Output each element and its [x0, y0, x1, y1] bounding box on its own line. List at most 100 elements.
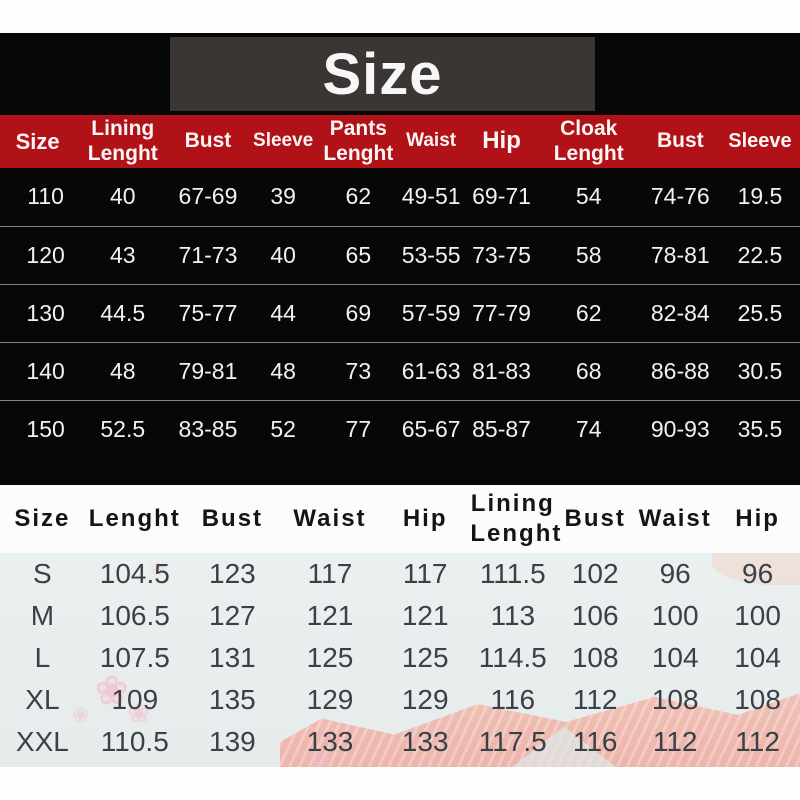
table-cell: 52: [245, 399, 321, 458]
table-cell: 133: [306, 726, 354, 757]
table-cell: 96: [742, 558, 774, 589]
table-cell: 104: [651, 642, 699, 673]
table-cell: 78-81: [640, 225, 720, 284]
column-header-lining-lenght: Lining Lenght: [87, 116, 158, 165]
column-header-pants-lenght: Pants Lenght: [323, 116, 394, 165]
table-cell: 43: [75, 225, 171, 284]
table-cell: 127: [209, 600, 256, 631]
table-row: XXL 110.5 139 133 133 117.5 116 112 112: [0, 721, 800, 763]
table-cell: 73: [320, 341, 396, 400]
table-cell: 100: [651, 600, 699, 631]
table-row: XL 109 135 129 129 116 112 108 108: [0, 679, 800, 721]
column-header-sleeve-2: Sleeve: [728, 129, 792, 152]
table-cell: XL: [25, 684, 60, 715]
table-cell: 40: [109, 183, 136, 210]
column-header-size: Size: [15, 128, 60, 154]
column-header-hip-2: Hip: [735, 505, 780, 532]
table-cell: 19.5: [737, 183, 783, 210]
table-cell: 44: [245, 283, 321, 342]
table-cell: 44.5: [75, 283, 171, 342]
table-cell: 112: [652, 726, 698, 757]
table-row: 140 48 79-81 48 73 61-63 81-83 68 86-88 30.5: [0, 341, 800, 400]
table-cell: 62: [345, 183, 372, 210]
table-cell: 106: [571, 600, 619, 631]
background-decoration: ❀ ❀ ❀ ❀ ❀: [0, 553, 800, 767]
column-header-sleeve: Sleeve: [253, 130, 314, 152]
column-header-hip: Hip: [402, 505, 448, 532]
column-header-size: Size: [14, 505, 71, 532]
table-cell: 108: [734, 684, 781, 715]
table-cell: 48: [75, 341, 171, 400]
adult-size-table: Size Lenght Bust Waist Hip Lining Lenght…: [0, 485, 800, 763]
table-cell: 150: [0, 399, 76, 458]
table-cell: 40: [245, 225, 321, 284]
table-cell: 112: [572, 684, 618, 715]
column-header-cloak-lenght: Cloak Lenght: [553, 116, 624, 165]
table-cell: 39: [270, 183, 296, 210]
table-cell: 129: [306, 684, 354, 715]
header-row: Size Lining Lenght Bust Sleeve Pants Len…: [0, 115, 800, 168]
table-cell: L: [34, 642, 51, 673]
table-row: 150 52.5 83-85 52 77 65-67 85-87 74 90-93 35.5: [0, 399, 800, 458]
table-cell: 121: [401, 600, 449, 631]
column-header-lenght: Lenght: [88, 505, 181, 532]
column-header-bust-2: Bust: [564, 505, 626, 532]
table-cell: 116: [572, 726, 618, 757]
children-size-table-section: Size Size Lining Lenght Bust Sleeve Pant…: [0, 33, 800, 485]
table-cell: 54: [575, 183, 602, 210]
table-cell: 131: [209, 642, 256, 673]
table-cell: 58: [536, 225, 641, 284]
table-cell: 117: [307, 558, 353, 589]
sakura-flower-icon: ❀: [72, 705, 89, 727]
table-cell: 113: [490, 600, 536, 631]
table-cell: 83-85: [170, 399, 246, 458]
column-header-hip: Hip: [482, 127, 521, 155]
table-cell: 74-76: [650, 183, 710, 210]
table-cell: 68: [536, 341, 641, 400]
table-cell: 96: [659, 558, 691, 589]
table-cell: 73-75: [466, 225, 537, 284]
table-cell: 82-84: [640, 283, 720, 342]
table-cell: 102: [571, 558, 619, 589]
column-header-waist: Waist: [293, 505, 367, 532]
table-cell: 48: [245, 341, 321, 400]
table-cell: 125: [401, 642, 449, 673]
table-cell: 111.5: [479, 558, 546, 589]
table-cell: 77-79: [466, 283, 537, 342]
table-cell: 108: [571, 642, 619, 673]
table-cell: 74: [536, 399, 641, 458]
table-cell: 106.5: [99, 600, 170, 631]
table-row: S 104.5 123 117 117 111.5 102 96 96: [0, 553, 800, 595]
header-row: Size Lenght Bust Waist Hip Lining Lenght…: [0, 485, 800, 553]
table-cell: 133: [401, 726, 449, 757]
table-cell: 49-51: [401, 183, 461, 210]
table-cell: 117: [402, 558, 448, 589]
table-cell: 69-71: [472, 183, 531, 210]
table-cell: 108: [651, 684, 699, 715]
table-cell: 57-59: [395, 283, 467, 342]
table-cell: 52.5: [75, 399, 171, 458]
table-cell: 71-73: [170, 225, 246, 284]
sakura-flower-icon: ❀: [310, 746, 331, 767]
table-cell: 125: [306, 642, 354, 673]
table-row: 130 44.5 75-77 44 69 57-59 77-79 62 82-84 25.5: [0, 283, 800, 342]
table-cell: 110.5: [100, 726, 169, 757]
table-cell: 120: [0, 225, 76, 284]
table-cell: 61-63: [395, 341, 467, 400]
table-cell: 112: [735, 726, 780, 757]
table-cell: M: [30, 600, 55, 631]
table-cell: 65: [320, 225, 396, 284]
table-cell: 129: [401, 684, 449, 715]
table-row: 110 40 67-69 39 62 49-51 69-71 54 74-76 19.5: [0, 168, 800, 226]
bottom-white-margin: [0, 767, 800, 800]
table-cell: 104: [734, 642, 781, 673]
table-cell: 81-83: [466, 341, 537, 400]
adult-size-table-section: ❀ ❀ ❀ ❀ ❀ Size Lenght Bust Waist Hip Lin…: [0, 485, 800, 767]
table-cell: 135: [209, 684, 256, 715]
table-cell: 53-55: [395, 225, 467, 284]
sakura-flower-icon: ❀: [150, 559, 166, 579]
table-cell: 77: [320, 399, 396, 458]
table-cell: XXL: [15, 726, 69, 757]
children-size-table: Size Lining Lenght Bust Sleeve Pants Len…: [0, 115, 800, 458]
